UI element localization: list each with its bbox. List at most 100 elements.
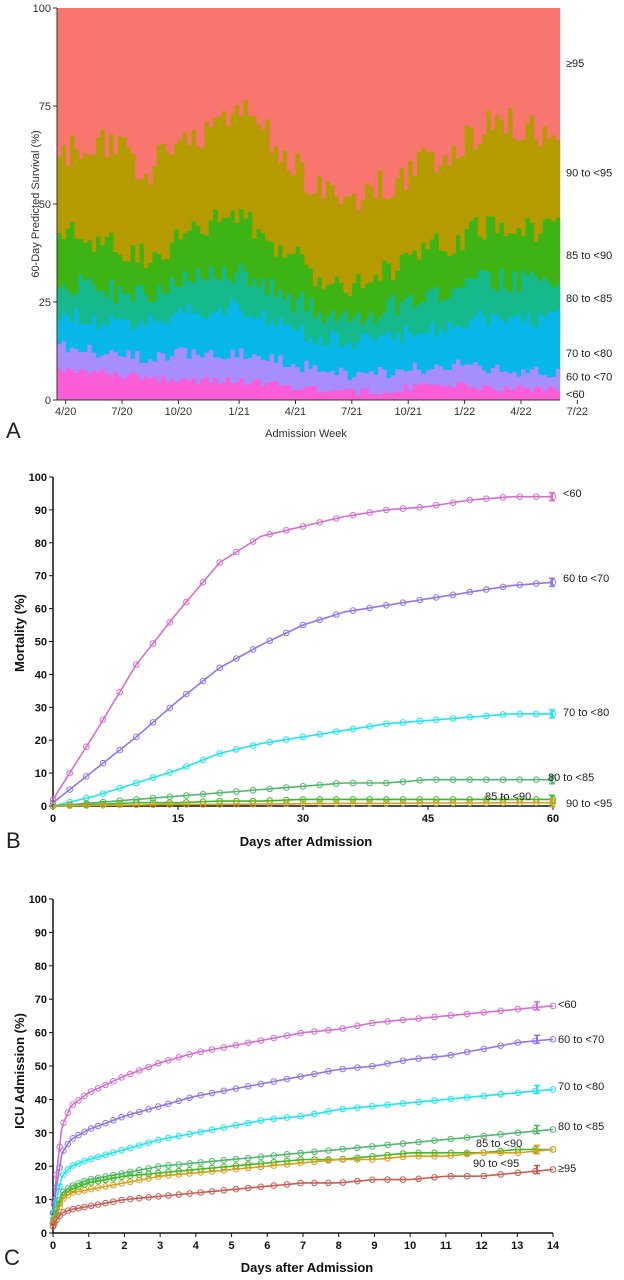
data-point (257, 1183, 265, 1191)
data-point (463, 1134, 471, 1141)
data-point (220, 1156, 228, 1164)
data-point (549, 1126, 557, 1133)
data-point (220, 1167, 228, 1174)
data-point (266, 738, 274, 746)
panel-b-xtick-label: 15 (172, 813, 184, 825)
data-point (516, 799, 524, 807)
data-point (449, 799, 457, 807)
data-point (110, 1175, 117, 1182)
series-line (52, 495, 553, 800)
data-point (149, 719, 157, 726)
panel-a-category-label: 80 to <85 (566, 293, 612, 305)
data-point (311, 1158, 318, 1166)
data-point (126, 1144, 134, 1152)
data-point (116, 688, 123, 696)
data-point (69, 1135, 77, 1142)
data-point (165, 1192, 172, 1199)
area-band-0 (57, 368, 561, 400)
data-point (514, 1169, 522, 1177)
panel-b: 0 10 20 30 40 50 60 70 80 90 100 0 15 30 45 60 <60 60 to… (6, 472, 612, 853)
data-point (466, 799, 474, 807)
data-point (354, 1022, 361, 1030)
data-point (349, 779, 357, 787)
data-point (270, 1115, 278, 1123)
data-point (549, 1002, 557, 1010)
data-point (87, 1155, 95, 1163)
data-point (197, 1048, 204, 1055)
data-point (208, 1089, 216, 1097)
panel-a-ytick-label: 50 (39, 199, 51, 211)
data-point (94, 1153, 102, 1161)
data-point (110, 1198, 117, 1205)
data-point (133, 801, 140, 809)
data-point (186, 1160, 193, 1167)
data-point (66, 786, 73, 793)
data-point (311, 1179, 318, 1187)
data-point (533, 580, 540, 587)
data-point (75, 1131, 82, 1139)
data-point (83, 743, 90, 751)
data-point (463, 1010, 471, 1018)
data-point (416, 777, 424, 784)
data-point (118, 1113, 125, 1121)
data-point (480, 1172, 488, 1180)
data-point (270, 1078, 278, 1085)
data-point (366, 796, 374, 803)
data-point (199, 801, 207, 808)
data-point (283, 1151, 291, 1158)
data-point (110, 1117, 117, 1124)
data-point (220, 1044, 228, 1051)
series-panel-b-0 (49, 491, 557, 803)
data-point (416, 796, 424, 803)
data-point (431, 1013, 438, 1021)
panel-a-axes: 0 25 50 75 100 4/20 7/20 10/20 1/21 4/21 7/21 10/21… (33, 3, 588, 418)
data-point (514, 1129, 522, 1136)
panel-c-xtick-label: 11 (440, 1240, 452, 1252)
panel-b-series-label: 85 to <90 (485, 791, 531, 803)
data-point (149, 774, 157, 782)
panel-c-xtick-label: 9 (371, 1240, 377, 1252)
data-point (197, 1159, 204, 1166)
data-point (333, 796, 340, 803)
panel-b-ytick-label: 20 (35, 735, 47, 747)
data-point (270, 1034, 278, 1042)
data-point (299, 733, 307, 741)
data-point (316, 731, 324, 738)
panel-b-series-labels: <60 60 to <70 70 to <80 80 to <85 85 to <90 9… (485, 488, 612, 810)
data-point (431, 1152, 438, 1160)
data-point (399, 1153, 407, 1161)
panel-b-series-label: 90 to <95 (566, 798, 612, 810)
data-point (514, 1149, 522, 1157)
data-point (311, 1148, 318, 1156)
data-point (155, 1193, 162, 1200)
data-point (199, 677, 207, 685)
data-point (118, 1173, 125, 1181)
data-point (483, 712, 490, 720)
data-point (447, 1051, 455, 1059)
data-point (75, 1183, 82, 1190)
data-point (549, 1166, 557, 1173)
panel-b-xlabel: Days after Admission (240, 834, 373, 849)
data-point (249, 646, 257, 653)
data-point (116, 784, 123, 792)
data-point (102, 1151, 109, 1159)
panel-b-ytick-label: 90 (35, 505, 47, 517)
data-point (165, 1100, 172, 1108)
data-point (325, 1157, 332, 1164)
data-point (399, 1016, 407, 1024)
panel-c-xtick-label: 6 (264, 1240, 270, 1252)
data-point (366, 779, 374, 787)
data-point (232, 1155, 240, 1163)
data-point (480, 1009, 488, 1016)
panel-c-ytick-label: 60 (35, 1028, 47, 1040)
data-point (53, 1216, 60, 1224)
data-point (75, 1188, 82, 1195)
data-point (270, 1162, 278, 1169)
data-point (66, 769, 73, 777)
data-point (99, 802, 107, 809)
panel-b-series-label: 70 to <80 (563, 707, 609, 719)
data-point (399, 1176, 407, 1183)
data-point (447, 1152, 455, 1159)
